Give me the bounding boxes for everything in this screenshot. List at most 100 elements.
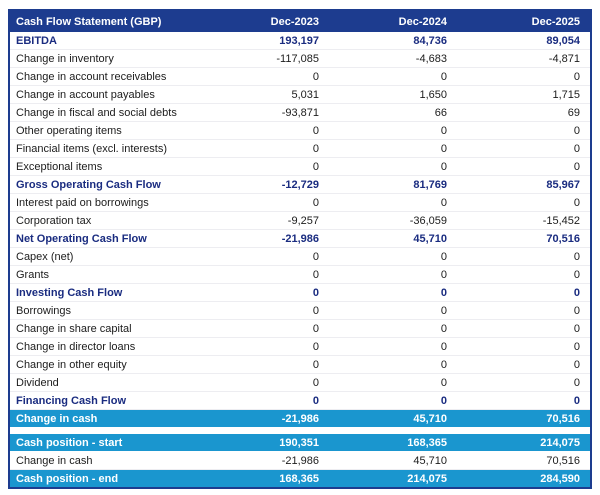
row-label: Change in share capital — [9, 319, 201, 338]
table-row: Change in director loans 0 0 0 — [9, 337, 591, 356]
row-label: Financial items (excl. interests) — [9, 139, 201, 158]
table-row: Dividend 0 0 0 — [9, 373, 591, 392]
table-body: EBITDA 193,197 84,736 89,054 Change in inven… — [9, 32, 591, 489]
cell-value: 0 — [201, 355, 329, 374]
cell-value: -9,257 — [201, 211, 329, 230]
cell-value: 89,054 — [457, 32, 591, 50]
cell-value: -21,986 — [201, 229, 329, 248]
cell-value: 0 — [329, 157, 457, 176]
row-label: Borrowings — [9, 301, 201, 320]
table-row: Change in fiscal and social debts -93,871… — [9, 103, 591, 122]
table-row: Interest paid on borrowings 0 0 0 — [9, 193, 591, 212]
header-row: Cash Flow Statement (GBP) Dec-2023 Dec-2… — [9, 10, 591, 32]
cell-value: 0 — [457, 157, 591, 176]
cell-value: 0 — [457, 301, 591, 320]
row-label: Change in inventory — [9, 49, 201, 68]
cell-value: 0 — [201, 391, 329, 410]
cell-value: 0 — [457, 337, 591, 356]
cell-value: 0 — [329, 391, 457, 410]
cell-value: -12,729 — [201, 175, 329, 194]
cell-value: 0 — [201, 247, 329, 266]
cell-value: 0 — [457, 355, 591, 374]
table-row: Change in cash -21,986 45,710 70,516 — [9, 451, 591, 470]
cell-value: 84,736 — [329, 32, 457, 50]
cell-value: 0 — [329, 373, 457, 392]
cell-value: 0 — [329, 355, 457, 374]
row-label: Investing Cash Flow — [9, 283, 201, 302]
cell-value: 168,365 — [329, 433, 457, 452]
row-label: Change in director loans — [9, 337, 201, 356]
table-row: Change in cash -21,986 45,710 70,516 — [9, 409, 591, 428]
table-row: Exceptional items 0 0 0 — [9, 157, 591, 176]
cell-value: 0 — [201, 301, 329, 320]
cell-value: 0 — [329, 139, 457, 158]
row-label: Change in account receivables — [9, 67, 201, 86]
cell-value: -4,683 — [329, 49, 457, 68]
row-label: Cash position - start — [9, 433, 201, 452]
table-row: Change in account receivables 0 0 0 — [9, 67, 591, 86]
cell-value: 284,590 — [457, 469, 591, 489]
table-row: Net Operating Cash Flow -21,986 45,710 70,5… — [9, 229, 591, 248]
cell-value: 193,197 — [201, 32, 329, 50]
cell-value: -21,986 — [201, 409, 329, 428]
row-label: Change in other equity — [9, 355, 201, 374]
row-label: Change in cash — [9, 451, 201, 470]
row-label: Net Operating Cash Flow — [9, 229, 201, 248]
table-row: Grants 0 0 0 — [9, 265, 591, 284]
cell-value: 190,351 — [201, 433, 329, 452]
cash-flow-statement: Cash Flow Statement (GBP) Dec-2023 Dec-2… — [8, 9, 592, 489]
cash-flow-table: Cash Flow Statement (GBP) Dec-2023 Dec-2… — [8, 9, 592, 489]
cell-value: 0 — [457, 265, 591, 284]
cell-value: 0 — [329, 337, 457, 356]
cell-value: 0 — [457, 319, 591, 338]
cell-value: 0 — [201, 373, 329, 392]
table-header: Cash Flow Statement (GBP) Dec-2023 Dec-2… — [9, 10, 591, 32]
row-label: Grants — [9, 265, 201, 284]
cell-value: 0 — [329, 247, 457, 266]
cell-value: 85,967 — [457, 175, 591, 194]
cell-value: 0 — [457, 283, 591, 302]
cell-value: 0 — [329, 265, 457, 284]
column-header-dec-2025: Dec-2025 — [457, 10, 591, 32]
spacer-row — [9, 427, 591, 434]
row-label: EBITDA — [9, 32, 201, 50]
cell-value: 70,516 — [457, 229, 591, 248]
cell-value: 0 — [329, 67, 457, 86]
cell-value: 0 — [329, 283, 457, 302]
table-row: Cash position - start 190,351 168,365 214,0… — [9, 433, 591, 452]
cell-value: 45,710 — [329, 451, 457, 470]
row-label: Gross Operating Cash Flow — [9, 175, 201, 194]
cell-value: 1,650 — [329, 85, 457, 104]
cell-value: 0 — [201, 139, 329, 158]
cell-value: 214,075 — [329, 469, 457, 489]
cell-value: 0 — [457, 193, 591, 212]
cell-value: 5,031 — [201, 85, 329, 104]
cell-value: -36,059 — [329, 211, 457, 230]
cell-value: 0 — [201, 193, 329, 212]
cell-value: 0 — [201, 121, 329, 140]
cell-value: -117,085 — [201, 49, 329, 68]
cell-value: 0 — [457, 121, 591, 140]
cell-value: -4,871 — [457, 49, 591, 68]
cell-value: 0 — [201, 283, 329, 302]
cell-value: 0 — [201, 67, 329, 86]
cell-value: 70,516 — [457, 409, 591, 428]
cell-value: -21,986 — [201, 451, 329, 470]
cell-value: 0 — [329, 301, 457, 320]
cell-value: 0 — [457, 373, 591, 392]
table-row: Borrowings 0 0 0 — [9, 301, 591, 320]
cell-value: 214,075 — [457, 433, 591, 452]
table-row: Capex (net) 0 0 0 — [9, 247, 591, 266]
table-row: Investing Cash Flow 0 0 0 — [9, 283, 591, 302]
table-row: Corporation tax -9,257 -36,059 -15,452 — [9, 211, 591, 230]
row-label: Other operating items — [9, 121, 201, 140]
row-label: Change in fiscal and social debts — [9, 103, 201, 122]
table-row: EBITDA 193,197 84,736 89,054 — [9, 32, 591, 50]
row-label: Financing Cash Flow — [9, 391, 201, 410]
cell-value: 0 — [457, 247, 591, 266]
cell-value: 70,516 — [457, 451, 591, 470]
row-label: Change in cash — [9, 409, 201, 428]
cell-value: 66 — [329, 103, 457, 122]
row-label: Change in account payables — [9, 85, 201, 104]
row-label: Exceptional items — [9, 157, 201, 176]
